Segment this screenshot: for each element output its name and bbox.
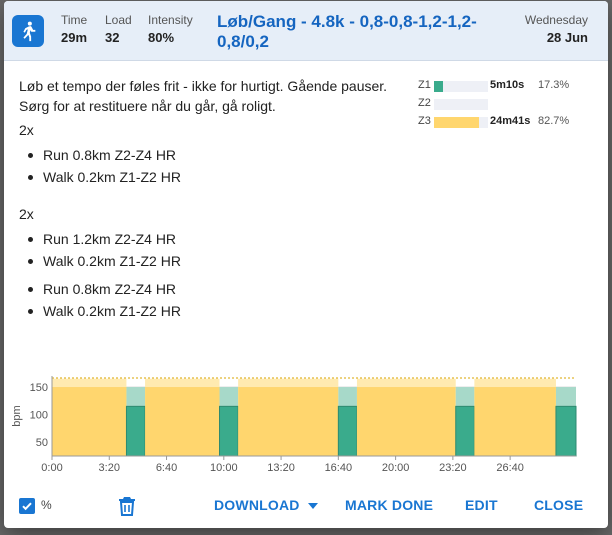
- zone-percent: 17.3%: [538, 79, 570, 91]
- time-value: 29m: [61, 30, 88, 45]
- list-item: Run 1.2km Z2-Z4 HR: [19, 228, 419, 250]
- description-line: Løb et tempo der føles frit - ikke for h…: [19, 78, 388, 94]
- y-tick-label: 150: [30, 382, 48, 394]
- download-label: DOWNLOAD: [214, 497, 300, 513]
- description-text: Løb et tempo der føles frit - ikke for h…: [19, 76, 419, 116]
- segment-bar: [555, 406, 576, 456]
- segment-bar: [338, 406, 357, 456]
- time-label: Time: [61, 13, 88, 27]
- x-tick-label: 26:40: [496, 462, 524, 474]
- segment-bar: [52, 387, 127, 456]
- zone-label: Z1: [418, 79, 431, 91]
- y-axis-label: bpm: [11, 405, 23, 426]
- target-band: [52, 378, 127, 388]
- step-list: Run 1.2km Z2-Z4 HR Walk 0.2km Z1-Z2 HR: [19, 228, 419, 272]
- segment-bar: [126, 406, 146, 456]
- download-button[interactable]: DOWNLOAD: [214, 497, 318, 513]
- x-tick-label: 20:00: [382, 462, 410, 474]
- repeat-block-1: 2x Run 0.8km Z2-Z4 HR Walk 0.2km Z1-Z2 H…: [19, 120, 419, 188]
- dialog-header: Time 29m Load 32 Intensity 80% Løb/Gang …: [4, 1, 608, 61]
- zone-label: Z2: [418, 97, 431, 109]
- load-value: 32: [105, 30, 120, 45]
- segment-bar: [145, 387, 220, 456]
- zone-row-z3: Z3 24m41s 82.7%: [418, 113, 588, 131]
- load-label: Load: [105, 13, 132, 27]
- zone-bar-track: [434, 117, 488, 128]
- zone-row-z1: Z1 5m10s 17.3%: [418, 77, 588, 95]
- zone-bar-track: [434, 99, 488, 110]
- x-tick-label: 0:00: [41, 462, 62, 474]
- target-band: [455, 387, 475, 407]
- y-tick-label: 100: [30, 410, 48, 422]
- zone-percent: 82.7%: [538, 115, 570, 127]
- zone-time: 24m41s: [490, 115, 531, 127]
- y-tick-label: 50: [36, 437, 48, 449]
- x-tick-label: 3:20: [99, 462, 120, 474]
- chevron-down-icon: [307, 503, 318, 510]
- zone-row-z2: Z2: [418, 95, 588, 113]
- target-band: [126, 387, 146, 407]
- x-tick-label: 6:40: [156, 462, 177, 474]
- intensity-stat: Intensity 80%: [148, 13, 193, 45]
- zone-time: 5m10s: [490, 79, 525, 91]
- date-value: 28 Jun: [546, 30, 588, 45]
- target-band: [219, 387, 239, 407]
- repeat-count: 2x: [19, 206, 34, 222]
- workout-dialog: Time 29m Load 32 Intensity 80% Løb/Gang …: [4, 1, 608, 528]
- step-list: Run 0.8km Z2-Z4 HR Walk 0.2km Z1-Z2 HR: [19, 278, 419, 322]
- list-item: Walk 0.2km Z1-Z2 HR: [19, 166, 419, 188]
- target-band: [338, 387, 357, 407]
- target-band: [356, 378, 456, 388]
- zone-bar-track: [434, 81, 488, 92]
- segment-bar: [455, 406, 475, 456]
- trash-icon[interactable]: [118, 496, 136, 516]
- close-button[interactable]: CLOSE: [534, 497, 584, 513]
- workout-intensity-chart: 50 100 150 bpm 0:00 3:20 6:40 10:00 13:20 16:40 20…: [11, 376, 577, 474]
- workout-description: Løb et tempo der føles frit - ikke for h…: [19, 76, 419, 328]
- list-item: Walk 0.2km Z1-Z2 HR: [19, 300, 419, 322]
- intensity-value: 80%: [148, 30, 175, 45]
- repeat-block-3: Run 0.8km Z2-Z4 HR Walk 0.2km Z1-Z2 HR: [19, 278, 419, 322]
- segment-bar: [219, 406, 239, 456]
- percent-checkbox[interactable]: [19, 498, 35, 514]
- target-band: [238, 378, 339, 388]
- running-person-icon: [12, 15, 44, 47]
- segment-bar: [356, 387, 456, 456]
- mark-done-button[interactable]: MARK DONE: [345, 497, 434, 513]
- target-band: [145, 378, 220, 388]
- percent-label: %: [41, 498, 52, 512]
- repeat-count: 2x: [19, 122, 34, 138]
- checkmark-icon: [22, 502, 32, 511]
- x-tick-label: 13:20: [267, 462, 295, 474]
- dialog-footer: % DOWNLOAD MARK DONE EDIT CLOSE: [4, 486, 608, 526]
- zone-distribution: Z1 5m10s 17.3% Z2 Z3 24m41s 82.7%: [418, 77, 588, 131]
- x-tick-label: 10:00: [210, 462, 238, 474]
- repeat-block-2: 2x Run 1.2km Z2-Z4 HR Walk 0.2km Z1-Z2 H…: [19, 204, 419, 272]
- intensity-label: Intensity: [148, 13, 193, 27]
- zone-label: Z3: [418, 115, 431, 127]
- weekday: Wednesday: [524, 13, 588, 27]
- target-band: [474, 378, 556, 388]
- time-stat: Time 29m: [61, 13, 87, 45]
- step-list: Run 0.8km Z2-Z4 HR Walk 0.2km Z1-Z2 HR: [19, 144, 419, 188]
- workout-title: Løb/Gang - 4.8k - 0,8-0,8-1,2-1,2-0,8/0,…: [217, 12, 477, 51]
- x-tick-label: 16:40: [325, 462, 353, 474]
- segment-bar: [474, 387, 556, 456]
- list-item: Run 0.8km Z2-Z4 HR: [19, 144, 419, 166]
- workout-date: Wednesday 28 Jun: [525, 13, 588, 45]
- load-stat: Load 32: [105, 13, 132, 45]
- zone-bar-fill: [434, 117, 479, 128]
- edit-button[interactable]: EDIT: [465, 497, 498, 513]
- description-line: Sørg for at restituere når du går, gå ro…: [19, 98, 276, 114]
- x-tick-label: 23:20: [439, 462, 467, 474]
- list-item: Run 0.8km Z2-Z4 HR: [19, 278, 419, 300]
- zone-bar-fill: [434, 81, 444, 92]
- segment-bar: [238, 387, 339, 456]
- list-item: Walk 0.2km Z1-Z2 HR: [19, 250, 419, 272]
- target-band: [555, 387, 576, 407]
